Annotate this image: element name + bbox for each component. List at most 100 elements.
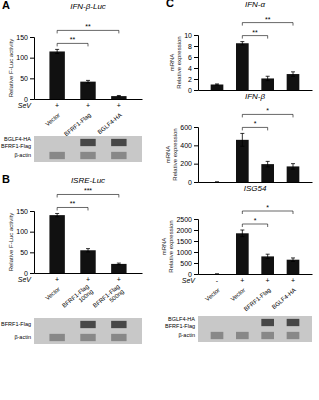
x-tick-label: Vector — [204, 287, 221, 303]
y-axis: 050100150 — [16, 208, 34, 277]
row-title: SeV — [18, 102, 33, 109]
blot-band — [111, 321, 126, 328]
y-axis-label: mRNARelative expression — [169, 36, 182, 88]
y-tick-mark — [30, 252, 34, 253]
panel: 050100150Relative F-Luc activityVectorBF… — [2, 0, 143, 137]
panel: 0200400600mRNARelative expression**IFN-β — [165, 92, 313, 186]
x-axis-line — [199, 274, 313, 275]
bar — [261, 256, 274, 274]
x-axis: VectorBFRF1-FlagBGLF4-HA — [35, 99, 143, 137]
error-bar — [240, 42, 244, 45]
blot-band — [236, 332, 249, 339]
row-label: - — [216, 277, 219, 284]
blot-label: β-actin — [178, 332, 195, 338]
y-tick-label: 600 — [180, 124, 192, 131]
y-axis-line — [30, 38, 35, 100]
bar — [211, 85, 224, 91]
y-tick-mark — [194, 127, 198, 128]
blot-background — [198, 316, 312, 342]
significance-bracket — [242, 36, 267, 39]
y-tick-mark — [194, 252, 198, 253]
y-axis-label: Relative F-Luc activity — [8, 213, 14, 272]
bar — [111, 96, 126, 99]
significance-label: * — [266, 204, 269, 211]
bar — [111, 264, 126, 273]
title: ISG54 — [244, 184, 267, 193]
y-tick: 1500 — [176, 238, 198, 245]
y-tick-label: 500 — [180, 260, 192, 267]
title: IFN-β — [245, 92, 266, 101]
x-tick: Vector — [229, 274, 246, 302]
y-tick-mark — [30, 78, 34, 79]
panel-label: B — [2, 173, 10, 185]
y-tick-label: 0 — [188, 179, 192, 186]
bar — [236, 43, 249, 90]
y-tick: 6 — [188, 54, 198, 61]
y-tick: 50 — [20, 75, 34, 82]
bar — [80, 250, 95, 273]
y-tick-mark — [194, 46, 198, 47]
blot-label: BGLF4-HABFRF1-Flag — [165, 316, 195, 329]
y-tick: 10 — [184, 32, 198, 39]
y-tick-label: 100 — [16, 228, 28, 235]
error-bar — [291, 164, 295, 170]
x-tick-label: BFRF1-Flag500ng — [92, 283, 125, 314]
panel: 0246810mRNARelative expression****IFN-αC — [166, 0, 313, 94]
plot-area — [215, 230, 299, 274]
row-label: + — [86, 276, 90, 283]
significance-bracket — [242, 224, 267, 227]
error-bar — [266, 254, 270, 258]
error-bar — [266, 161, 270, 167]
bar — [49, 215, 64, 273]
y-tick-mark — [30, 273, 34, 274]
x-tick: BFRF1-Flag — [243, 274, 272, 312]
row-label: + — [55, 276, 59, 283]
blot-band — [111, 139, 126, 146]
x-tick: BGLF4-HA — [97, 99, 123, 135]
error-bar — [215, 182, 219, 183]
error-bar — [86, 80, 90, 82]
y-axis: 0 200 400 600 — [180, 124, 198, 186]
y-tick: 600 — [180, 124, 198, 131]
significance-bracket — [57, 30, 119, 33]
y-tick: 100 — [16, 228, 34, 235]
blot: BGLF4-HABFRF1-Flagβ-actin — [1, 136, 142, 162]
y-axis-line — [194, 220, 199, 275]
row-label: + — [266, 277, 270, 284]
error-bar — [291, 72, 295, 76]
blot-band — [287, 319, 300, 326]
plot-area — [49, 49, 126, 99]
blot-label: BGLF4-HABFRF1-Flag — [1, 136, 31, 149]
blot-band — [80, 334, 95, 341]
y-axis-line — [30, 212, 35, 274]
significance-bracket — [57, 43, 88, 46]
y-tick-mark — [30, 232, 34, 233]
y-tick: 1000 — [176, 249, 198, 256]
x-axis: VectorVectorBFRF1-FlagBGLF4-HA — [199, 274, 313, 312]
blot: BGLF4-HABFRF1-Flag β-actin — [165, 316, 312, 342]
blot-band — [211, 332, 224, 339]
y-tick-mark — [194, 230, 198, 231]
blot-background — [34, 136, 142, 162]
panel-label: C — [166, 0, 174, 9]
row-title: SeV — [182, 277, 197, 284]
y-tick-mark — [194, 164, 198, 165]
significance-bracket — [242, 211, 293, 214]
row-title: SeV — [18, 276, 33, 283]
blot-band — [261, 319, 274, 326]
y-axis-line — [194, 36, 199, 91]
bar — [211, 182, 224, 183]
bar — [80, 82, 95, 99]
x-tick: Vector — [204, 274, 221, 302]
significance-label: * — [254, 120, 257, 127]
y-tick-label: 200 — [180, 160, 192, 167]
title: ISRE-Luc — [71, 176, 105, 185]
plot-area — [49, 213, 126, 273]
y-tick: 400 — [180, 142, 198, 149]
x-axis-line — [199, 90, 313, 91]
significance-bracket — [242, 23, 293, 26]
bar — [211, 274, 224, 275]
y-tick-label: 50 — [20, 75, 28, 82]
significance-bracket — [242, 114, 293, 117]
y-tick: 150 — [16, 34, 34, 41]
